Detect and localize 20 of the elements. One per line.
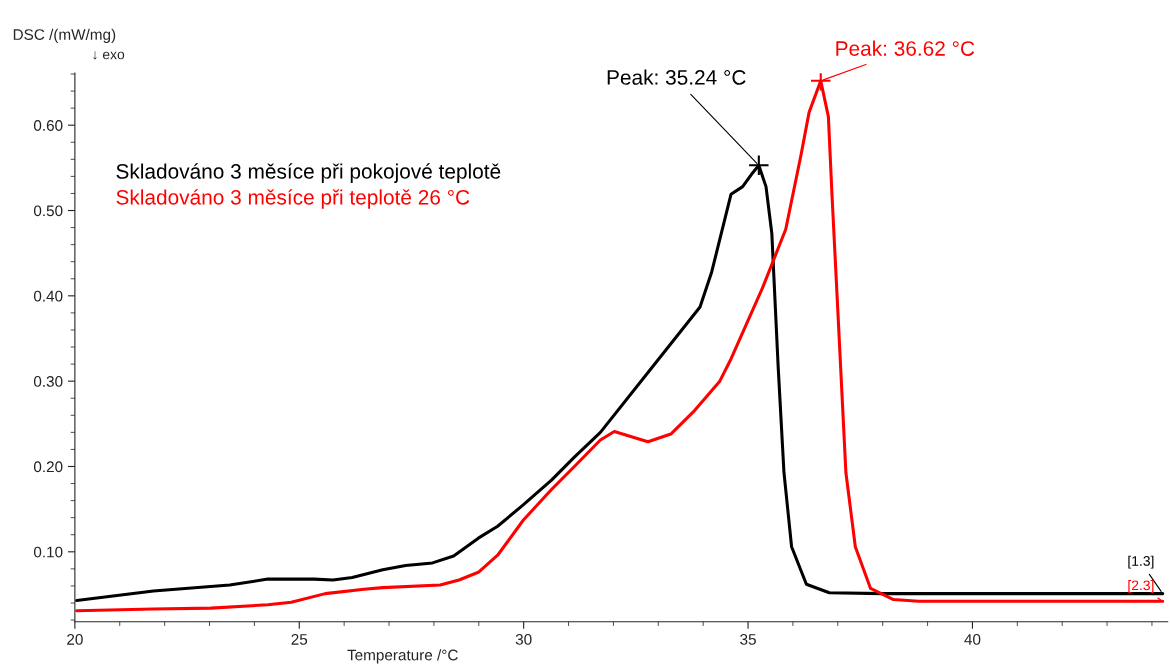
text: ↓ exo — [93, 51, 125, 60]
y-tick-label: 0.30 — [33, 376, 63, 387]
x-tick-label: 30 — [515, 633, 532, 645]
x-axis-title: Temperature /°C — [347, 649, 458, 664]
y-tick-label: 0.10 — [33, 546, 63, 558]
annotation: Peak: 35.24 °C — [607, 69, 746, 85]
y-tick-label: 0.20 — [33, 461, 63, 473]
x-tick-label: 25 — [291, 633, 308, 645]
x-tick-label: 35 — [740, 633, 756, 645]
annotation: [1.3] — [1128, 555, 1154, 569]
x-tick-label: 20 — [67, 633, 83, 645]
y-axis-title: DSC /(mW/mg) — [13, 28, 116, 43]
y-tick-label: 0.60 — [33, 120, 63, 131]
text: Skladováno 3 měsíce při pokojové teplotě — [116, 163, 501, 183]
text: Skladováno 3 měsíce při teplotě 26 °C — [116, 189, 470, 209]
y-tick-label: 0.40 — [33, 290, 63, 302]
annotation: Peak: 36.62 °C — [836, 40, 975, 56]
annotation: [2.3] — [1128, 580, 1154, 593]
x-tick-label: 40 — [964, 633, 981, 645]
y-tick-label: 0.50 — [33, 205, 63, 217]
